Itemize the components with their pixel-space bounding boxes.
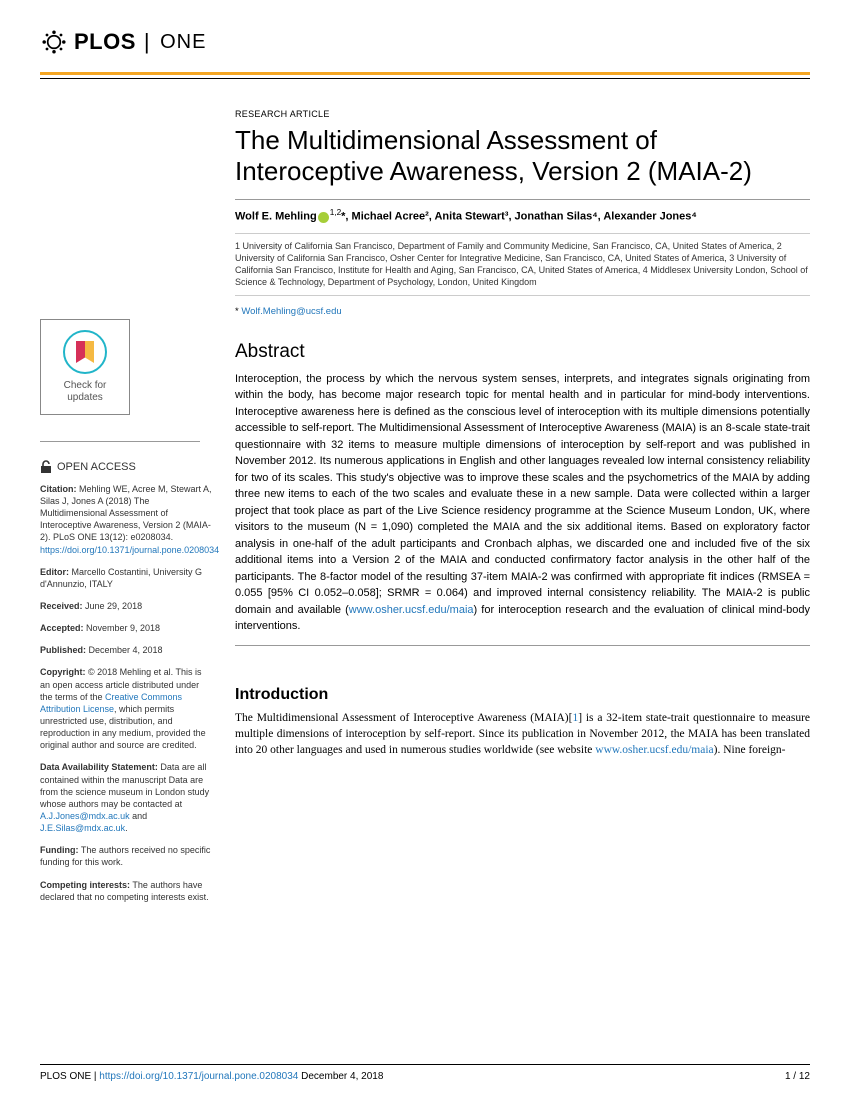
author-primary: Wolf E. Mehling xyxy=(235,211,317,223)
sidebar-divider xyxy=(40,441,200,442)
data-email-1[interactable]: A.J.Jones@mdx.ac.uk xyxy=(40,811,130,821)
footer-page-number: 1 / 12 xyxy=(785,1071,810,1082)
competing-block: Competing interests: The authors have de… xyxy=(40,879,213,903)
page-footer: PLOS ONE | https://doi.org/10.1371/journ… xyxy=(40,1064,810,1082)
header-accent-rule xyxy=(40,72,810,75)
orcid-icon[interactable] xyxy=(318,212,329,223)
abstract-heading: Abstract xyxy=(235,341,810,363)
introduction-body: The Multidimensional Assessment of Inter… xyxy=(235,710,810,758)
crossmark-icon xyxy=(63,330,107,374)
funding-block: Funding: The authors received no specifi… xyxy=(40,844,213,868)
accepted-block: Accepted: November 9, 2018 xyxy=(40,622,213,634)
citation-doi-link[interactable]: https://doi.org/10.1371/journal.pone.020… xyxy=(40,545,219,555)
article-type: RESEARCH ARTICLE xyxy=(235,109,810,119)
intro-website-link[interactable]: www.osher.ucsf.edu/maia xyxy=(595,744,713,756)
open-access-header: OPEN ACCESS xyxy=(40,460,213,475)
data-availability-block: Data Availability Statement: Data are al… xyxy=(40,761,213,834)
editor-block: Editor: Marcello Costantini, University … xyxy=(40,566,213,590)
citation-block: Citation: Mehling WE, Acree M, Stewart A… xyxy=(40,483,213,556)
abstract-rule xyxy=(235,645,810,646)
journal-header: PLOS | ONE xyxy=(0,0,850,66)
plos-text: PLOS xyxy=(74,29,136,55)
data-email-2[interactable]: J.E.Silas@mdx.ac.uk xyxy=(40,823,125,833)
authors-line: Wolf E. Mehling1,2*, Michael Acree², Ani… xyxy=(235,199,810,223)
one-text: ONE xyxy=(160,31,206,54)
footer-date: December 4, 2018 xyxy=(298,1071,383,1082)
published-block: Published: December 4, 2018 xyxy=(40,644,213,656)
corresponding-author: * Wolf.Mehling@ucsf.edu xyxy=(235,306,810,317)
main-column: RESEARCH ARTICLE The Multidimensional As… xyxy=(235,109,810,913)
corresp-email-link[interactable]: Wolf.Mehling@ucsf.edu xyxy=(241,306,341,317)
abstract-body: Interoception, the process by which the … xyxy=(235,371,810,635)
check-updates-box[interactable]: Check for updates xyxy=(40,319,130,415)
received-block: Received: June 29, 2018 xyxy=(40,600,213,612)
introduction-heading: Introduction xyxy=(235,686,810,704)
plos-logo: PLOS | ONE xyxy=(40,28,206,56)
plos-icon xyxy=(40,28,68,56)
check-updates-label: Check for updates xyxy=(49,380,121,404)
footer-doi-link[interactable]: https://doi.org/10.1371/journal.pone.020… xyxy=(99,1071,298,1082)
sidebar: Check for updates OPEN ACCESS Citation: … xyxy=(40,109,235,913)
open-access-text: OPEN ACCESS xyxy=(57,460,136,475)
footer-journal: PLOS ONE | xyxy=(40,1071,99,1082)
copyright-block: Copyright: © 2018 Mehling et al. This is… xyxy=(40,666,213,751)
affiliations: 1 University of California San Francisco… xyxy=(235,233,810,296)
abstract-link[interactable]: www.osher.ucsf.edu/maia xyxy=(349,604,474,616)
lock-open-icon xyxy=(40,460,52,474)
logo-divider: | xyxy=(144,29,150,55)
article-title: The Multidimensional Assessment of Inter… xyxy=(235,125,810,187)
